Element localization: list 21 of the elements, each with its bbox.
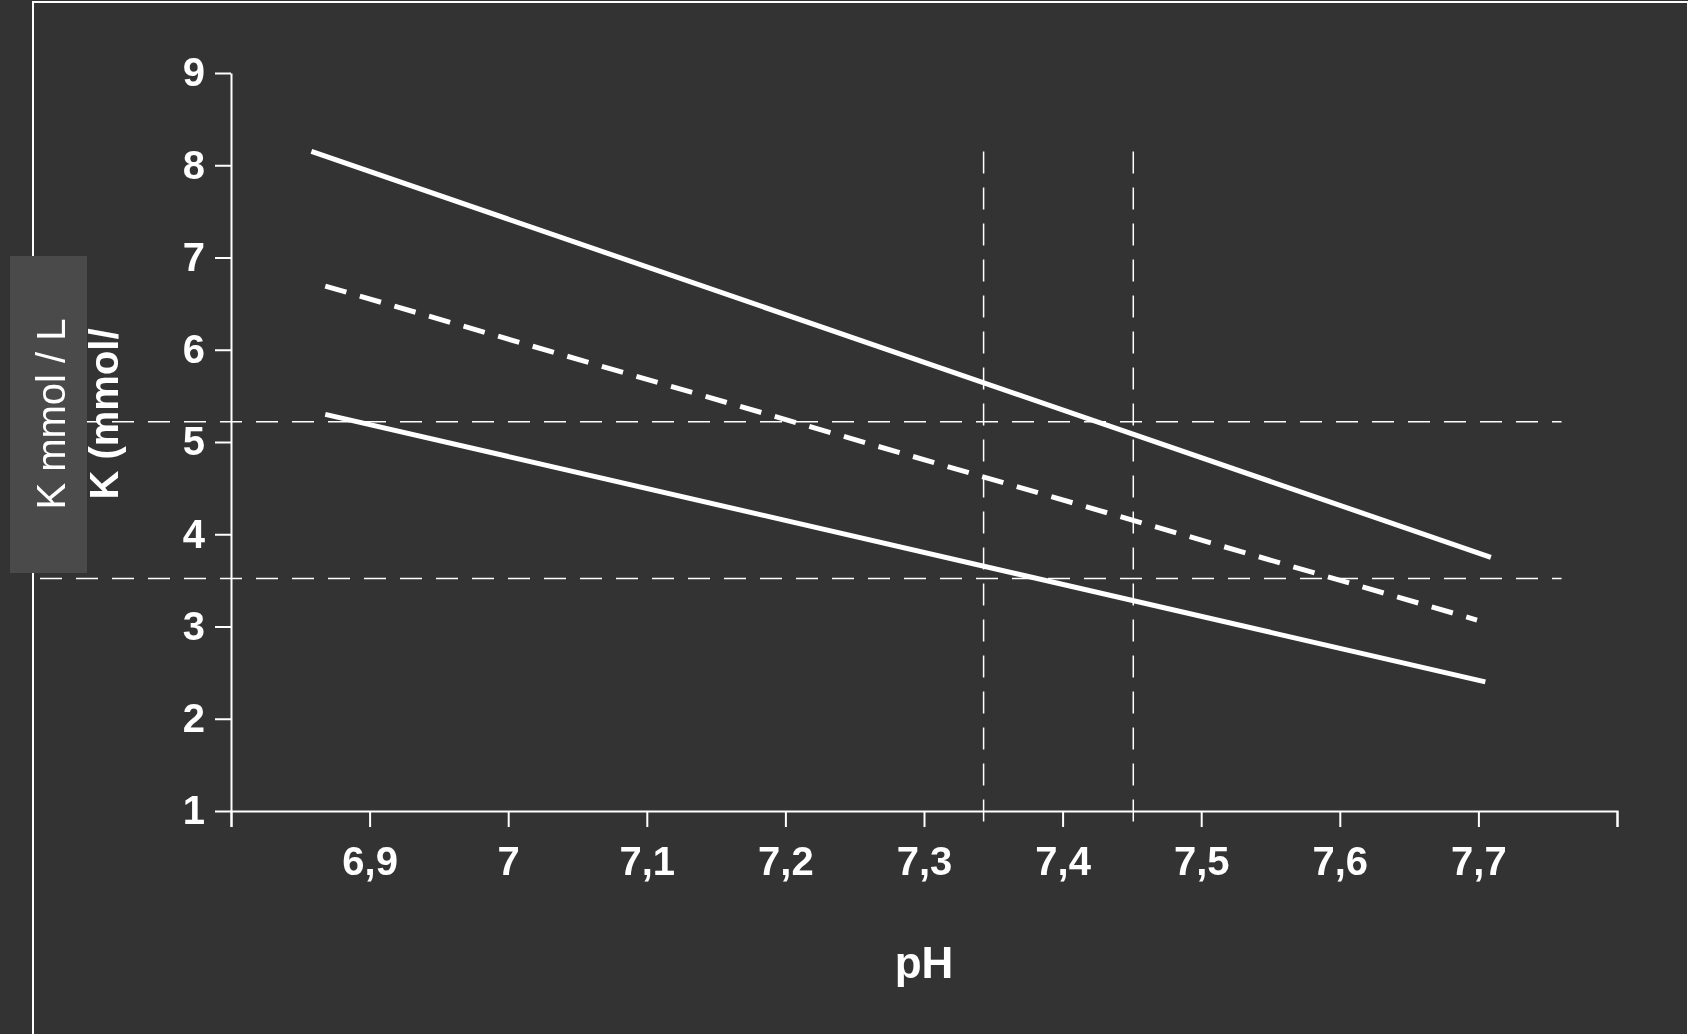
y-tick-label: 3 [182,603,205,648]
x-tick-label: 7,3 [896,839,953,884]
y-tick-label: 1 [182,788,205,833]
y-axis-title: K mmol / L [29,318,73,510]
x-tick-label: 7,5 [1173,839,1230,884]
x-tick-label: 7,4 [1035,839,1092,884]
y-tick-label: 8 [182,142,205,187]
x-tick-label: 7,6 [1312,839,1369,884]
x-axis-title: pH [894,938,954,987]
y-tick-label: 7 [182,234,205,279]
x-tick-label: 7 [497,839,520,884]
y-tick-label: 5 [182,419,205,464]
x-tick-label: 7,2 [758,839,814,884]
y-tick-label: 4 [182,511,206,556]
y-tick-label: 9 [182,50,205,95]
x-tick-label: 6,9 [342,839,398,884]
y-tick-label: 2 [182,696,205,741]
x-tick-label: 7,7 [1451,839,1507,884]
y-tick-label: 6 [182,327,205,372]
x-tick-label: 7,1 [619,839,676,884]
text: K (mmol/ [82,328,126,500]
